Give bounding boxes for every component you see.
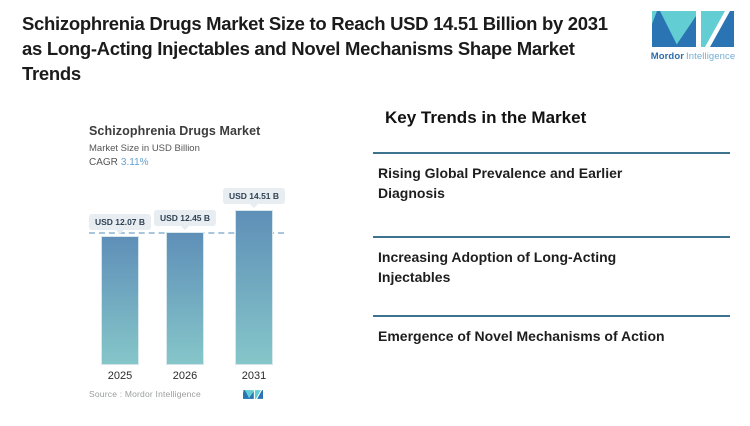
trend-title: Increasing Adoption of Long-Acting Injec… [378, 249, 617, 285]
mordor-m-icon [243, 390, 263, 399]
logo-wordmark-light: Intelligence [686, 51, 736, 62]
trend-item: Rising Global Prevalence and Earlier Dia… [373, 152, 730, 236]
key-trends-panel: Key Trends in the Market Rising Global P… [373, 106, 730, 346]
mordor-m-icon-small [243, 390, 263, 399]
x-axis-tick: 2025 [107, 370, 133, 382]
chart-source-row: Source : Mordor Intelligence [89, 389, 281, 399]
chart-subtitle: Market Size in USD Billion [89, 143, 200, 154]
page-title: Schizophrenia Drugs Market Size to Reach… [22, 11, 608, 86]
bar-value-label: USD 14.51 B [222, 188, 286, 204]
bar-value-label: USD 12.45 B [153, 210, 217, 226]
source-attribution: Source : Mordor Intelligence [89, 389, 201, 399]
bar-2031 [235, 210, 273, 365]
trend-title: Emergence of Novel Mechanisms of Action [378, 328, 665, 344]
bar-plot: USD 12.07 B 2025 USD 12.45 B 2026 USD 14… [88, 180, 286, 382]
bar-2026 [166, 232, 204, 365]
bar-group-2025: USD 12.07 B 2025 [88, 180, 152, 382]
trend-item: Emergence of Novel Mechanisms of Action [373, 315, 730, 346]
x-axis-tick: 2031 [241, 370, 267, 382]
x-axis-tick: 2026 [172, 370, 198, 382]
trends-heading: Key Trends in the Market [385, 108, 587, 127]
bar-2025 [101, 236, 139, 365]
bar-group-2026: USD 12.45 B 2026 [153, 180, 217, 382]
page-title-line-2: as Long-Acting Injectables and Novel Mec… [22, 38, 575, 59]
chart-cagr: CAGR 3.11% [89, 157, 149, 168]
logo-wordmark-bold: Mordor [650, 51, 685, 62]
bar-group-2031: USD 14.51 B 2031 [222, 180, 286, 382]
page-title-line-1: Schizophrenia Drugs Market Size to Reach… [22, 13, 608, 34]
page-title-line-3: Trends [22, 63, 81, 84]
trend-item: Increasing Adoption of Long-Acting Injec… [373, 236, 730, 315]
cagr-label: CAGR [89, 157, 118, 168]
bar-value-label: USD 12.07 B [88, 214, 152, 230]
cagr-value: 3.11% [120, 157, 149, 168]
mordor-m-icon [652, 11, 734, 47]
mordor-intelligence-logo: Mordor Intelligence [647, 11, 739, 62]
chart-title: Schizophrenia Drugs Market [89, 124, 261, 138]
logo-wordmark: Mordor Intelligence [647, 51, 739, 62]
trend-title: Rising Global Prevalence and Earlier Dia… [378, 165, 623, 201]
